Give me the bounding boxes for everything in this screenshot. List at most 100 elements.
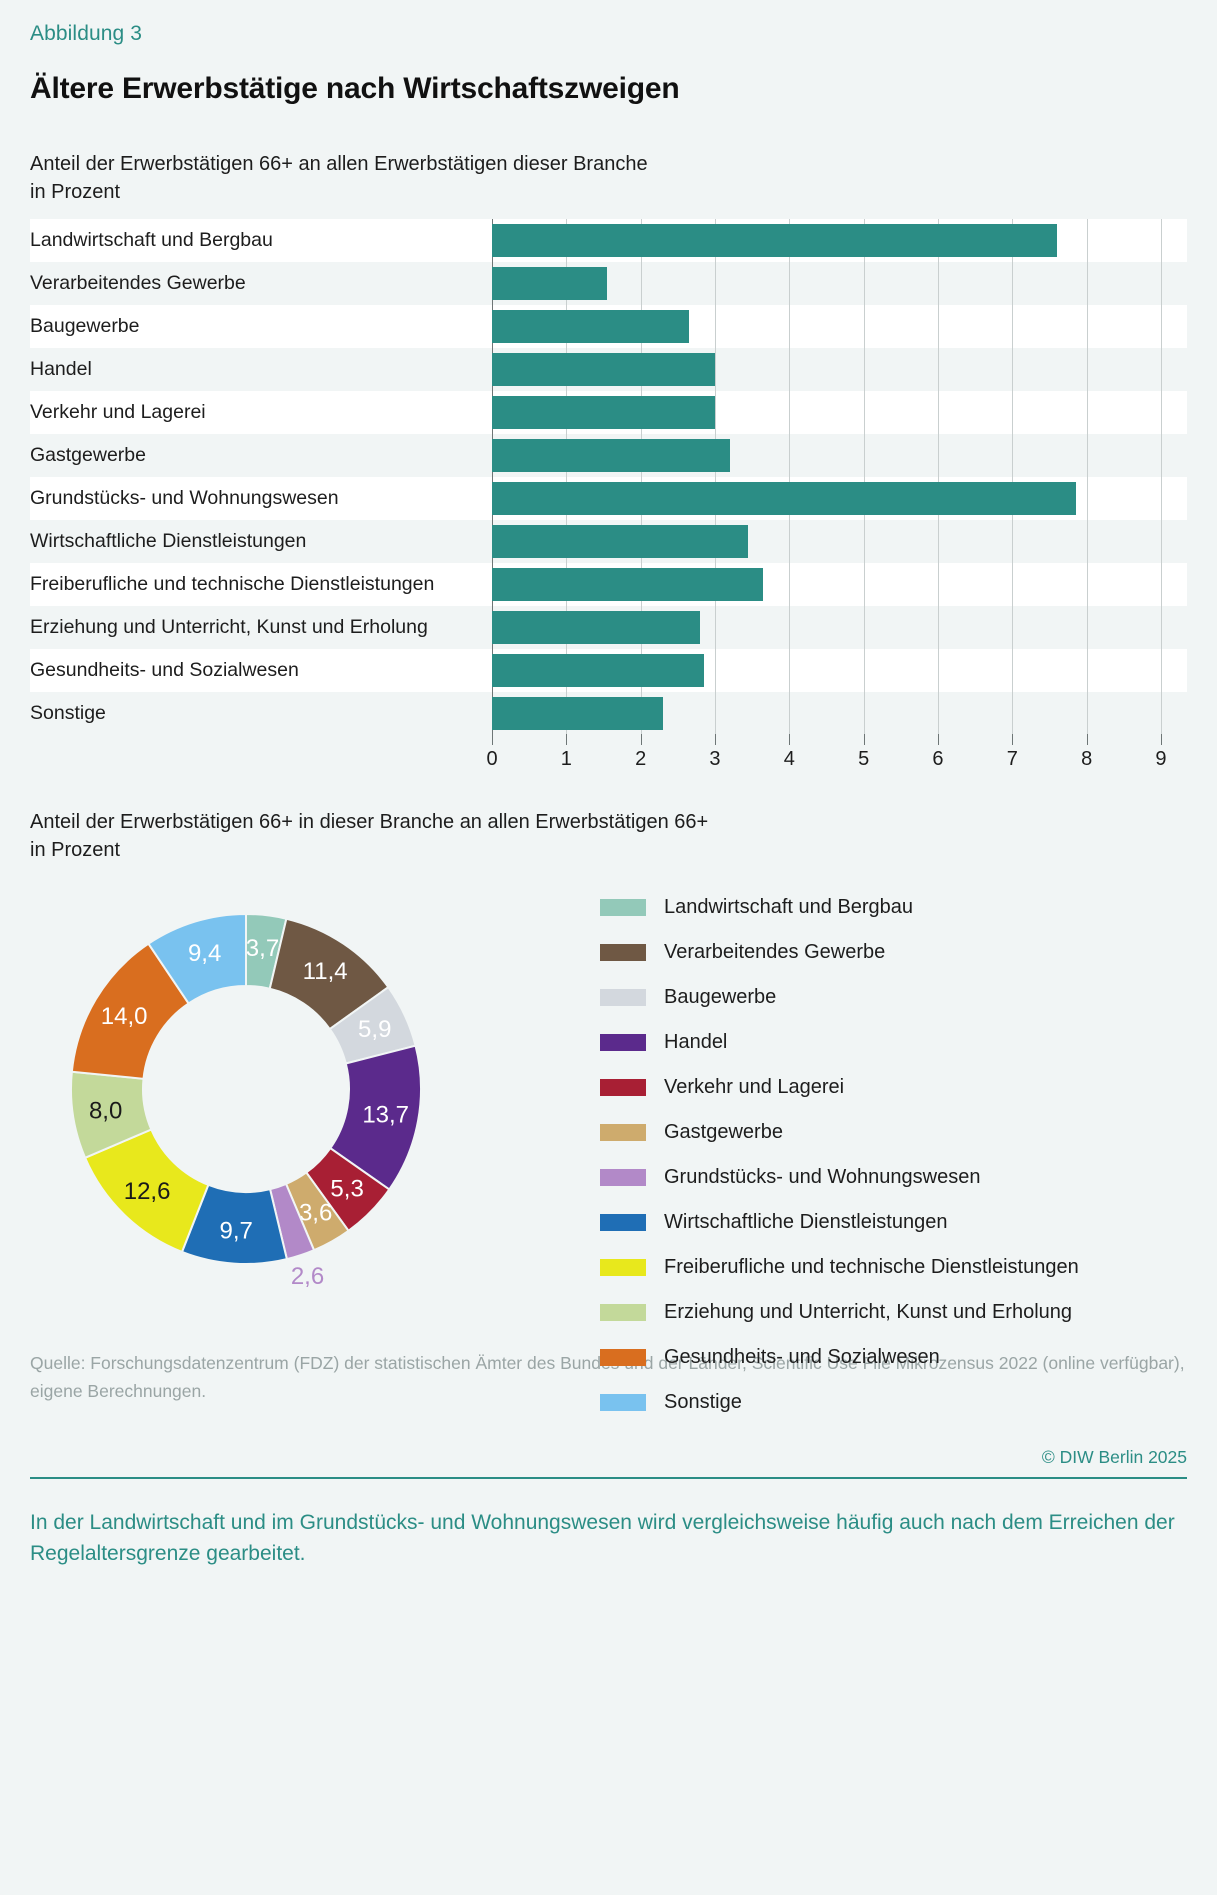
bar-track — [492, 219, 1187, 262]
legend-item[interactable]: Verkehr und Lagerei — [600, 1065, 1217, 1110]
axis-tick — [863, 733, 865, 745]
bar-track — [492, 649, 1187, 692]
bar-category-label: Gesundheits- und Sozialwesen — [30, 658, 299, 681]
bar-fill — [492, 610, 701, 644]
legend-label: Gesundheits- und Sozialwesen — [664, 1345, 940, 1368]
legend-item[interactable]: Wirtschaftliche Dienstleistungen — [600, 1200, 1217, 1245]
donut-chart-subtitle: Anteil der Erwerbstätigen 66+ in dieser … — [30, 808, 1187, 865]
bar-fill — [492, 352, 715, 386]
legend-label: Baugewerbe — [664, 985, 777, 1008]
legend-label: Sonstige — [664, 1390, 742, 1413]
legend-label: Gastgewerbe — [664, 1120, 783, 1143]
bar-chart-row: Landwirtschaft und Bergbau — [30, 218, 1187, 262]
donut-chart-legend: Landwirtschaft und Bergbau Verarbeitendes… — [600, 885, 1217, 1425]
axis-tick — [492, 733, 493, 745]
donut-slice-label: 2,6 — [291, 1263, 324, 1290]
bar-track — [492, 692, 1187, 735]
bar-fill — [492, 266, 608, 300]
bar-chart-row: Verkehr und Lagerei — [30, 390, 1187, 434]
copyright-note: © DIW Berlin 2025 — [1041, 1446, 1187, 1467]
axis-tick — [640, 733, 642, 745]
bar-chart-row: Baugewerbe — [30, 304, 1187, 348]
bar-chart: Landwirtschaft und Bergbau Verarbeitendes… — [30, 218, 1187, 735]
donut-slice-label: 12,6 — [124, 1177, 171, 1204]
legend-swatch — [600, 1078, 646, 1096]
legend-item[interactable]: Grundstücks- und Wohnungswesen — [600, 1155, 1217, 1200]
bar-track — [492, 262, 1187, 305]
bar-category-label: Sonstige — [30, 701, 106, 724]
legend-item[interactable]: Landwirtschaft und Bergbau — [600, 885, 1217, 930]
donut-slice-label: 3,6 — [299, 1199, 332, 1226]
axis-tick-label: 2 — [635, 747, 647, 770]
legend-item[interactable]: Erziehung und Unterricht, Kunst und Erho… — [600, 1290, 1217, 1335]
donut-slice-label: 8,0 — [89, 1097, 122, 1124]
legend-item[interactable]: Handel — [600, 1020, 1217, 1065]
legend-label: Freiberufliche und technische Dienstleis… — [664, 1255, 1079, 1278]
donut-slice-label: 5,9 — [358, 1016, 391, 1043]
bar-chart-row: Verarbeitendes Gewerbe — [30, 262, 1187, 305]
bar-category-label: Verarbeitendes Gewerbe — [30, 271, 246, 294]
bar-category-label: Verkehr und Lagerei — [30, 400, 206, 423]
bar-fill — [492, 481, 1076, 515]
donut-slice-label: 14,0 — [101, 1003, 148, 1030]
legend-item[interactable]: Sonstige — [600, 1380, 1217, 1425]
legend-swatch — [600, 1348, 646, 1366]
bar-fill — [492, 696, 663, 730]
legend-swatch — [600, 898, 646, 916]
legend-swatch — [600, 1168, 646, 1186]
bar-category-label: Baugewerbe — [30, 314, 140, 337]
legend-swatch — [600, 1033, 646, 1051]
legend-label: Grundstücks- und Wohnungswesen — [664, 1165, 981, 1188]
bar-track — [492, 348, 1187, 391]
bar-track — [492, 520, 1187, 563]
legend-label: Verarbeitendes Gewerbe — [664, 940, 886, 963]
legend-item[interactable]: Gesundheits- und Sozialwesen — [600, 1335, 1217, 1380]
legend-item[interactable]: Freiberufliche und technische Dienstleis… — [600, 1245, 1217, 1290]
bar-chart-row: Grundstücks- und Wohnungswesen — [30, 476, 1187, 520]
bar-fill — [492, 438, 730, 472]
legend-swatch — [600, 1213, 646, 1231]
legend-label: Landwirtschaft und Bergbau — [664, 895, 914, 918]
legend-label: Wirtschaftliche Dienstleistungen — [664, 1210, 948, 1233]
bar-category-label: Handel — [30, 357, 92, 380]
axis-tick — [1012, 733, 1014, 745]
bar-chart-row: Freiberufliche und technische Dienstleis… — [30, 562, 1187, 606]
axis-tick — [566, 733, 568, 745]
bar-track — [492, 477, 1187, 520]
donut-slice-label: 5,3 — [330, 1175, 363, 1202]
bar-track — [492, 305, 1187, 348]
bar-track — [492, 391, 1187, 434]
footer-divider — [30, 1476, 1187, 1479]
bar-chart-subtitle: Anteil der Erwerbstätigen 66+ an allen E… — [30, 150, 1187, 207]
figure-title: Ältere Erwerbstätige nach Wirtschaftszwe… — [30, 72, 680, 105]
bar-track — [492, 434, 1187, 477]
bar-fill — [492, 309, 689, 343]
legend-item[interactable]: Gastgewerbe — [600, 1110, 1217, 1155]
legend-swatch — [600, 1303, 646, 1321]
legend-item[interactable]: Baugewerbe — [600, 975, 1217, 1020]
axis-tick-label: 4 — [783, 747, 795, 770]
donut-chart-svg: 3,7 11,4 5,9 13,7 5,33,6 2,6 9,7 12,6 8,0 14,0 9,4 — [70, 912, 422, 1290]
bar-fill — [492, 653, 704, 687]
bar-chart-unit: in Prozent — [30, 181, 121, 204]
bar-category-label: Grundstücks- und Wohnungswesen — [30, 486, 339, 509]
axis-tick — [937, 733, 939, 745]
donut-slice-label: 11,4 — [303, 958, 348, 985]
axis-tick-label: 9 — [1155, 747, 1167, 770]
bar-fill — [492, 567, 764, 601]
axis-tick-label: 8 — [1081, 747, 1093, 770]
donut-chart-unit: in Prozent — [30, 839, 121, 862]
axis-tick-label: 0 — [486, 747, 498, 770]
legend-swatch — [600, 1258, 646, 1276]
figure-caption: In der Landwirtschaft und im Grundstücks… — [30, 1510, 1175, 1566]
legend-swatch — [600, 988, 646, 1006]
donut-chart-area: 3,7 11,4 5,9 13,7 5,3 3,6 2,6 9,7 12,6 8,0 14,0 9,4… — [30, 875, 1187, 1413]
axis-tick-label: 6 — [932, 747, 944, 770]
legend-item[interactable]: Verarbeitendes Gewerbe — [600, 930, 1217, 975]
donut-slice[interactable] — [147, 912, 247, 1005]
bar-category-label: Wirtschaftliche Dienstleistungen — [30, 529, 307, 552]
bar-chart-x-axis: 0 1 2 3 4 5 6 7 8 9 — [486, 733, 1187, 786]
donut-slice-label: 3,7 — [246, 935, 279, 962]
bar-chart-row: Erziehung und Unterricht, Kunst und Erho… — [30, 606, 1187, 649]
legend-swatch — [600, 943, 646, 961]
